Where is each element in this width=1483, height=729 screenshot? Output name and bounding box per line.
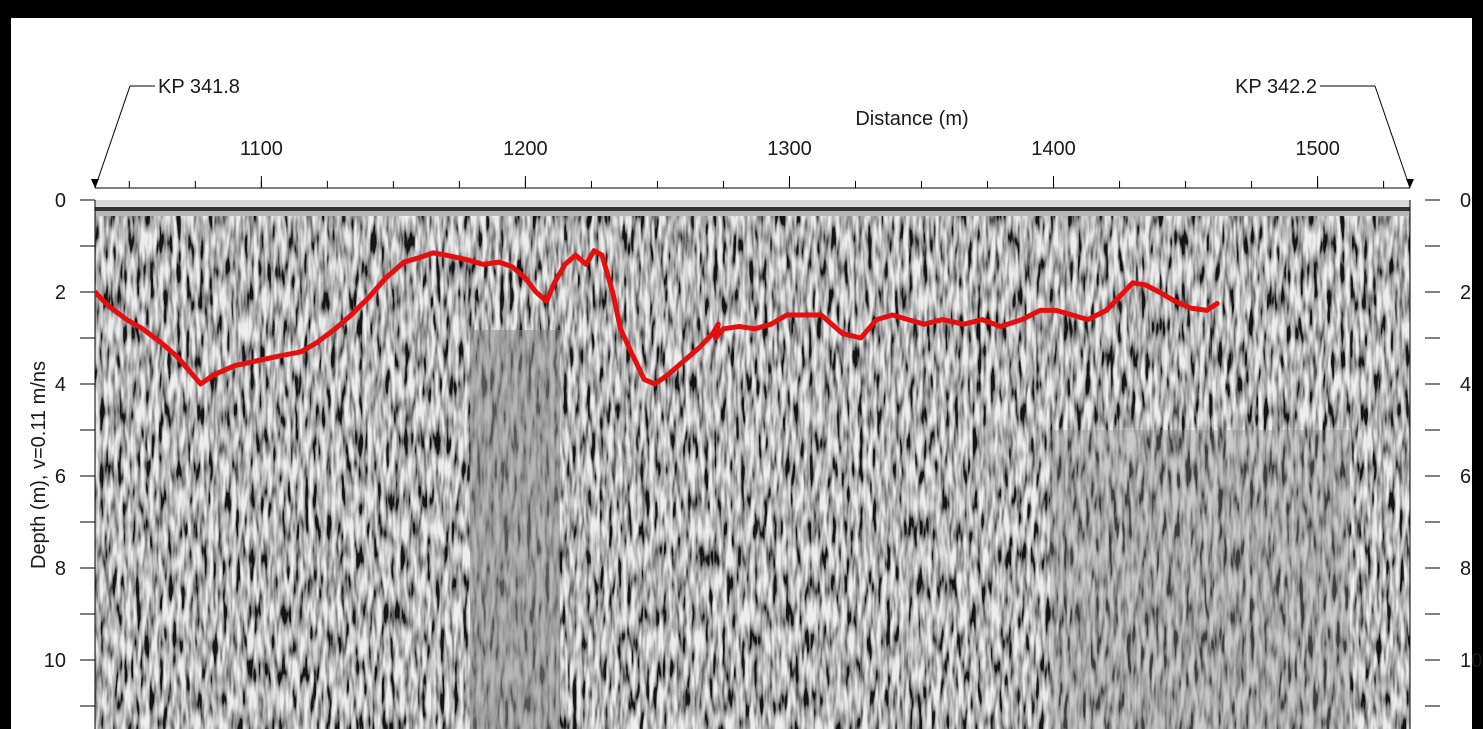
x-tick-label: 1200 <box>503 138 548 160</box>
y-right-tick-label: 10 <box>1460 650 1482 672</box>
y-right-tick-label: 8 <box>1460 558 1471 580</box>
y-right-tick-label: 0 <box>1460 190 1471 212</box>
kp-markers: KP 341.8 KP 342.2 <box>91 76 1414 189</box>
x-tick-label: 1400 <box>1031 138 1076 160</box>
y-left-tick-label: 10 <box>44 650 66 672</box>
y-right-tick-label: 2 <box>1460 282 1471 304</box>
kp-marker-arrow <box>1406 179 1414 188</box>
y-right-tick-label: 6 <box>1460 466 1471 488</box>
frame-right <box>1472 0 1483 729</box>
y-left-tick-label: 4 <box>55 374 66 396</box>
y-axis-label: Depth (m), v=0.11 m/ns <box>28 361 50 569</box>
x-tick-label: 1500 <box>1295 138 1340 160</box>
x-tick-label: 1100 <box>240 138 283 160</box>
y-right-tick-label: 4 <box>1460 374 1471 396</box>
x-axis-label: Distance (m) <box>855 108 968 130</box>
x-axis-ticks: 1100 1200 1300 1400 1500 <box>128 138 1385 188</box>
y-left-tick-label: 2 <box>55 282 66 304</box>
frame-left <box>0 0 11 729</box>
kp-marker-label: KP 342.2 <box>1235 76 1317 98</box>
left-y-axis-ticks: 0 2 4 6 8 10 <box>44 190 95 707</box>
frame-top <box>0 0 1483 18</box>
radargram-image <box>95 200 1410 729</box>
interpretation-line <box>95 248 1220 387</box>
y-left-tick-label: 0 <box>55 190 66 212</box>
kp-marker-arrow <box>91 179 99 188</box>
kp-marker-label: KP 341.8 <box>158 76 240 98</box>
x-tick-label: 1300 <box>767 138 812 160</box>
right-y-axis-ticks: 0 2 4 6 8 10 <box>1425 190 1482 707</box>
interpretation-series <box>95 248 1220 387</box>
kp-marker-leader <box>94 85 131 189</box>
y-left-tick-label: 8 <box>55 558 66 580</box>
kp-marker-leader <box>1374 85 1411 189</box>
y-left-tick-label: 6 <box>55 466 66 488</box>
